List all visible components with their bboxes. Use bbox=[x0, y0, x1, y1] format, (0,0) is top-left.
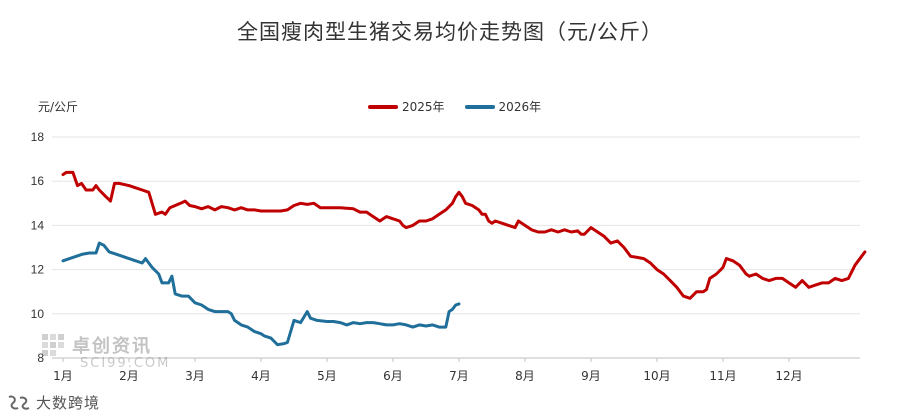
series-lines bbox=[61, 170, 867, 347]
brand-text: 大数跨境 bbox=[36, 394, 101, 412]
chart-title: 全国瘦肉型生猪交易均价走势图（元/公斤） bbox=[236, 20, 664, 44]
x-tick-label: 7月 bbox=[449, 369, 469, 383]
watermark-text: 卓创资讯 bbox=[72, 336, 152, 357]
y-tick-labels: 8 10 12 14 16 18 bbox=[31, 130, 45, 365]
x-tick-label: 10月 bbox=[643, 369, 670, 383]
watermark: 卓创资讯 SCI99.COM bbox=[40, 332, 168, 371]
y-tick-label: 10 bbox=[31, 307, 45, 321]
x-tick-labels: 1月 2月 3月 4月 5月 6月 7月 8月 9月 10月 11月 12月 bbox=[53, 369, 802, 383]
series-line-2026年 bbox=[61, 241, 461, 347]
x-tick-label: 5月 bbox=[317, 369, 337, 383]
grid-lines bbox=[52, 136, 860, 362]
y-tick-label: 14 bbox=[31, 218, 45, 232]
legend-item-2026: 2026年 bbox=[464, 98, 542, 115]
legend-label-2026: 2026年 bbox=[498, 100, 542, 114]
legend-item-2025: 2025年 bbox=[368, 98, 445, 115]
x-tick-label: 11月 bbox=[709, 369, 736, 383]
legend: 2025年 2026年 bbox=[368, 98, 541, 115]
x-tick-label: 8月 bbox=[515, 369, 535, 383]
legend-swatch-2025 bbox=[368, 104, 398, 109]
x-tick-label: 12月 bbox=[775, 369, 802, 383]
brand-mark: 大数跨境 bbox=[6, 392, 100, 413]
x-tick-label: 4月 bbox=[251, 369, 271, 383]
y-axis-label: 元/公斤 bbox=[38, 100, 79, 114]
legend-label-2025: 2025年 bbox=[402, 100, 445, 114]
x-tick-label: 2月 bbox=[119, 369, 139, 383]
watermark-logo-icon bbox=[42, 334, 64, 356]
legend-swatch-2026 bbox=[464, 104, 495, 109]
brand-logo-icon bbox=[8, 395, 30, 410]
y-tick-label: 8 bbox=[37, 351, 44, 365]
x-tick-label: 9月 bbox=[581, 369, 601, 383]
y-tick-label: 12 bbox=[31, 263, 45, 277]
x-tick-label: 3月 bbox=[185, 369, 205, 383]
watermark-subtext: SCI99.COM bbox=[80, 356, 171, 371]
y-tick-label: 18 bbox=[31, 130, 45, 144]
series-line-2025年 bbox=[61, 170, 867, 300]
x-tick-label: 6月 bbox=[383, 369, 403, 383]
x-tick-label: 1月 bbox=[53, 369, 73, 383]
y-tick-label: 16 bbox=[31, 174, 45, 188]
